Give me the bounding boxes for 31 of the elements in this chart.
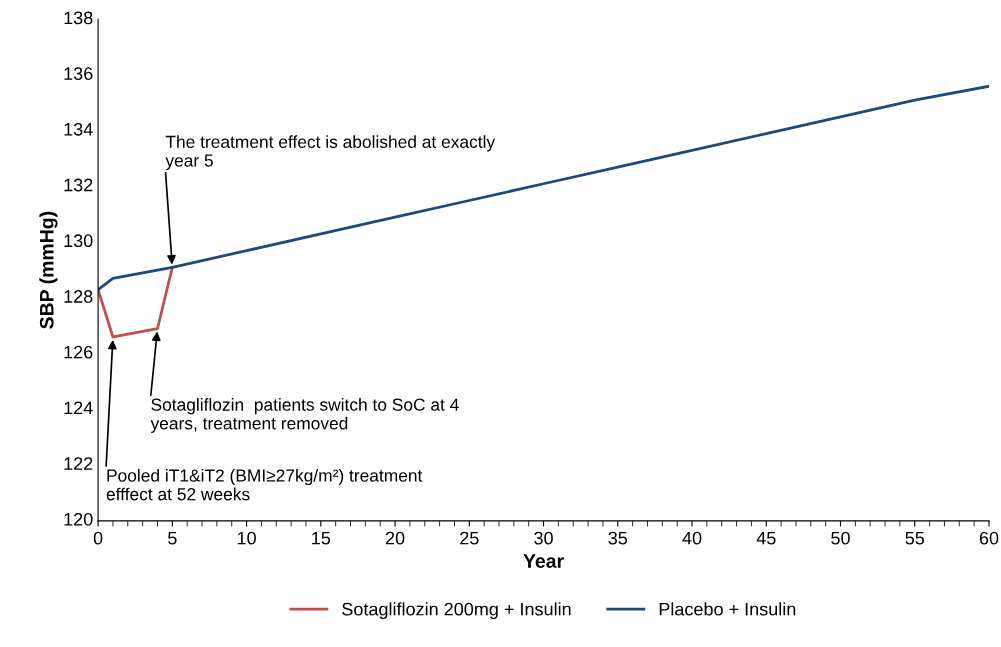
x-tick-label: 20: [385, 531, 405, 545]
annotation: Pooled iT1&iT2 (BMI≥27kg/m²) treatment efffect at 52 weeks: [106, 468, 423, 501]
x-tick-label: 25: [460, 531, 479, 545]
y-tick-label: 130: [64, 234, 93, 248]
y-tick-label: 120: [64, 512, 93, 526]
y-tick-label: 122: [64, 457, 93, 470]
y-axis-title: SBP (mmHg): [39, 211, 58, 329]
y-tick-label: 124: [64, 401, 93, 415]
x-tick-label: 5: [168, 531, 177, 545]
x-tick-label: 45: [756, 531, 776, 545]
y-tick-label: 138: [64, 11, 93, 25]
x-tick-label: 0: [93, 531, 103, 545]
y-tick-label: 134: [64, 122, 93, 136]
legend-label: Sotagliflozin 200mg + Insulin: [342, 602, 571, 620]
x-tick-label: 55: [905, 531, 925, 545]
x-tick-label: 40: [682, 531, 702, 545]
annotation: Sotagliflozin patients switch to SoC at 4 years, treatment removed: [150, 398, 459, 433]
annotation: The treatment effect is abolished at exactly year 5: [165, 135, 496, 171]
x-tick-label: 35: [608, 531, 628, 545]
y-tick-label: 136: [64, 67, 93, 80]
y-tick-label: 126: [64, 345, 93, 359]
y-tick-label: 128: [64, 290, 93, 303]
x-tick-label: 50: [831, 531, 850, 545]
x-tick-label: 30: [534, 531, 553, 545]
x-tick-label: 10: [237, 531, 256, 545]
legend-label: Placebo + Insulin: [659, 602, 796, 616]
y-tick-label: 132: [64, 178, 93, 192]
x-axis-title: Year: [523, 554, 564, 568]
x-tick-label: 60: [979, 531, 999, 545]
x-tick-label: 15: [312, 531, 331, 545]
line-series: [98, 84, 989, 292]
